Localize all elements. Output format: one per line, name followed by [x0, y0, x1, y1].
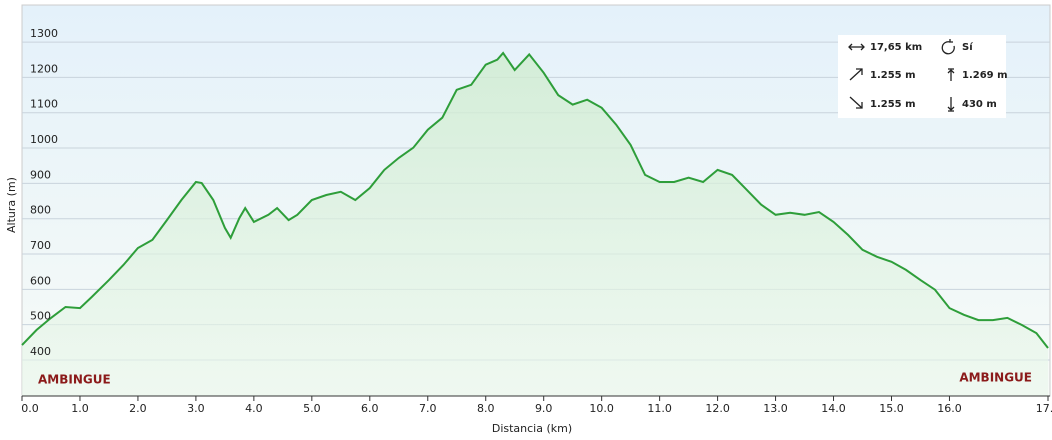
stat-loop: Sí [962, 41, 973, 53]
y-tick-label: 700 [30, 239, 51, 252]
x-tick-label: 17.7 [1036, 402, 1052, 415]
stat-min: 430 m [962, 99, 997, 110]
start-label: AMBINGUE [38, 373, 111, 387]
y-tick-label: 800 [30, 204, 51, 217]
y-axis-title: Altura (m) [5, 177, 18, 233]
x-tick-label: 3.0 [187, 402, 205, 415]
stat-descent: 1.255 m [870, 99, 916, 110]
x-tick-label: 16.0 [937, 402, 962, 415]
area-fill [22, 53, 1048, 396]
x-tick-label: 2.0 [129, 402, 147, 415]
x-tick-label: 5.0 [303, 402, 321, 415]
x-tick-label: 0.0 [21, 402, 39, 415]
x-axis-title: Distancia (km) [492, 422, 572, 435]
stats-icons [848, 39, 955, 112]
x-tick-label: 11.0 [647, 402, 672, 415]
x-tick-label: 15.0 [879, 402, 904, 415]
stat-ascent: 1.255 m [870, 70, 916, 81]
y-tick-label: 400 [30, 345, 51, 358]
y-tick-label: 1200 [30, 62, 58, 75]
stats-bg [838, 35, 1006, 118]
elevation-line [21, 51, 1049, 349]
x-tick-label: 1.0 [71, 402, 89, 415]
x-tick-label: 14.0 [821, 402, 846, 415]
x-tick-label: 12.0 [705, 402, 730, 415]
x-tick-label: 6.0 [361, 402, 379, 415]
stat-distance: 17,65 km [870, 42, 922, 53]
end-label: AMBINGUE [959, 371, 1032, 385]
y-tick-label: 1300 [30, 27, 58, 40]
x-tick-label: 4.0 [245, 402, 263, 415]
y-tick-label: 600 [30, 274, 51, 287]
stats-box: 17,65 km Sí 1.255 m 1.269 m 1.255 m 430 … [838, 35, 1008, 118]
y-tick-label: 500 [30, 310, 51, 323]
x-tick-label: 13.0 [763, 402, 788, 415]
x-tick-label: 7.0 [419, 402, 437, 415]
x-tick-label: 9.0 [535, 402, 553, 415]
y-tick-label: 1000 [30, 133, 58, 146]
x-tick-label: 10.0 [589, 402, 614, 415]
stat-max: 1.269 m [962, 70, 1008, 81]
y-tick-label: 1100 [30, 98, 58, 111]
x-tick-label: 8.0 [477, 402, 495, 415]
y-tick-label: 900 [30, 168, 51, 181]
